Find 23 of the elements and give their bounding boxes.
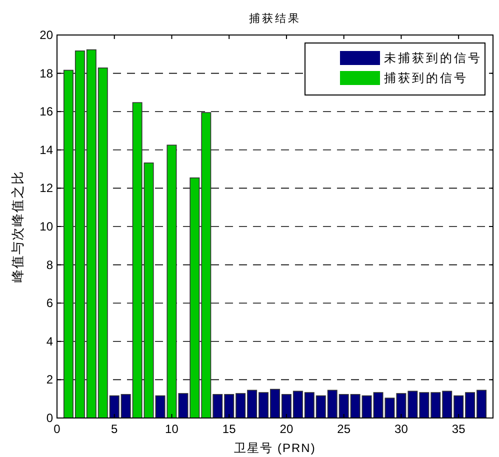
y-tick-label: 0	[46, 411, 54, 425]
y-tick-label: 12	[40, 181, 54, 196]
legend-label: 未捕获到的信号	[384, 51, 482, 65]
legend-label: 捕获到的信号	[384, 71, 468, 85]
y-tick-label: 14	[40, 142, 54, 157]
x-tick-label: 10	[165, 422, 179, 436]
y-tick-label: 2	[46, 372, 54, 387]
x-tick-label: 20	[280, 422, 294, 436]
x-tick-label: 5	[111, 422, 118, 436]
y-tick-label: 18	[40, 66, 54, 80]
x-tick-label: 15	[222, 422, 236, 436]
y-tick-label: 6	[46, 296, 54, 310]
y-tick-label: 16	[40, 104, 54, 119]
x-axis-title: 卫星号 (PRN)	[234, 441, 316, 455]
y-tick-label: 20	[40, 28, 54, 42]
x-tick-label: 25	[337, 422, 351, 436]
chart-title: 捕获结果	[249, 12, 301, 25]
y-tick-label: 10	[40, 220, 54, 234]
x-tick-label: 30	[394, 422, 408, 436]
x-tick-label: 35	[452, 422, 466, 436]
y-axis-title: 峰值与次峰值之比	[10, 170, 25, 282]
y-tick-label: 8	[46, 258, 54, 272]
y-tick-label: 4	[46, 334, 54, 348]
